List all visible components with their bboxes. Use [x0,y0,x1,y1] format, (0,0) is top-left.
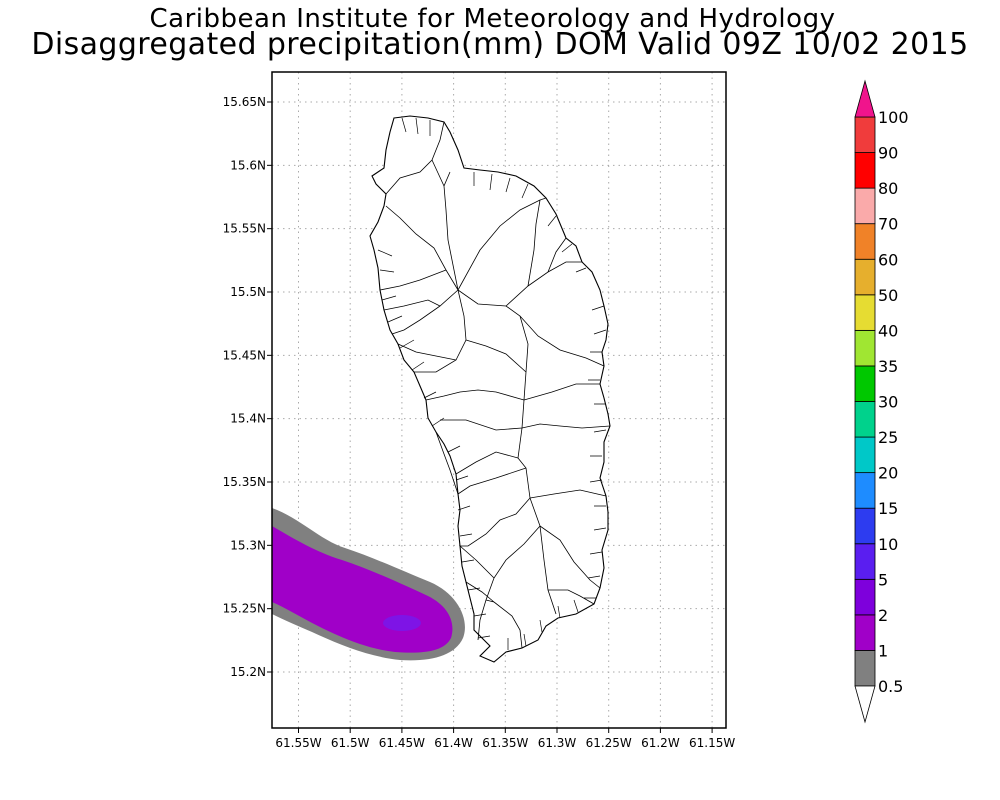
colorbar-label: 100 [878,108,909,127]
precipitation-field [272,508,465,661]
colorbar-swatch [854,187,876,225]
lat-tick-label: 15.6N [230,158,266,172]
colorbar-label: 0.5 [878,677,903,696]
lon-tick-label: 61.3W [538,736,577,750]
lat-tick-label: 15.65N [223,95,266,109]
colorbar-label: 20 [878,464,898,483]
lat-tick-label: 15.55N [223,222,266,236]
lat-tick-label: 15.25N [223,602,266,616]
colorbar-label: 10 [878,535,898,554]
colorbar-swatch [854,543,876,580]
river-catchments [379,121,611,649]
colorbar-label: 15 [878,499,898,518]
colorbar-label: 90 [878,144,898,163]
colorbar-label: 70 [878,215,898,234]
colorbar-swatch [854,223,876,260]
colorbar-swatch [854,507,876,545]
coastal-streams [377,117,607,650]
precip-band-2-5 [383,615,421,631]
chart-subtitle: Disaggregated precipitation(mm) DOM Vali… [31,27,969,62]
dominica-island [369,115,611,663]
lon-tick-label: 61.15W [689,736,735,750]
colorbar-label: 60 [878,250,898,269]
colorbar-swatch [854,116,876,153]
colorbar-swatch [854,472,876,509]
colorbar-min-arrow [854,685,876,724]
colorbar-max-arrow [854,79,876,118]
lat-tick-label: 15.5N [230,285,266,299]
colorbar-label: 1 [878,641,888,660]
lon-tick-label: 61.25W [586,736,632,750]
latitude-axis: 15.65N 15.6N 15.55N 15.5N 15.45N 15.4N 15.35N 1… [223,95,272,679]
colorbar-label: 2 [878,606,888,625]
lon-tick-label: 61.45W [379,736,425,750]
map-frame [271,71,727,729]
island-coastline [369,115,611,663]
colorbar-label: 25 [878,428,898,447]
colorbar-swatch [854,578,876,616]
colorbar-label: 35 [878,357,898,376]
lat-tick-label: 15.4N [230,412,266,426]
lon-tick-label: 61.35W [482,736,528,750]
colorbar-swatch [854,650,876,687]
lat-tick-label: 15.2N [230,665,266,679]
lon-tick-label: 61.55W [275,736,321,750]
lon-tick-label: 61.5W [331,736,370,750]
colorbar-label: 40 [878,321,898,340]
colorbar-label: 30 [878,393,898,412]
lat-tick-label: 15.35N [223,475,266,489]
colorbar-swatch [854,329,876,367]
longitude-axis: 61.55W 61.5W 61.45W 61.4W 61.35W 61.3W 61.25W 6… [275,728,735,750]
colorbar-label: 5 [878,570,888,589]
lon-tick-label: 61.2W [641,736,680,750]
lat-tick-label: 15.45N [223,348,266,362]
lat-tick-label: 15.3N [230,538,266,552]
colorbar-swatch [854,365,876,402]
colorbar-label: 80 [878,179,898,198]
lon-tick-label: 61.4W [434,736,473,750]
colorbar-swatch [854,294,876,331]
chart-title: Caribbean Institute for Meteorology and … [149,4,836,34]
colorbar-label: 50 [878,286,898,305]
colorbar-swatch [854,152,876,189]
colorbar-swatch [854,436,876,474]
colorbar-swatch [854,258,876,296]
colorbar-swatch [854,401,876,438]
colorbar-swatch [854,614,876,651]
